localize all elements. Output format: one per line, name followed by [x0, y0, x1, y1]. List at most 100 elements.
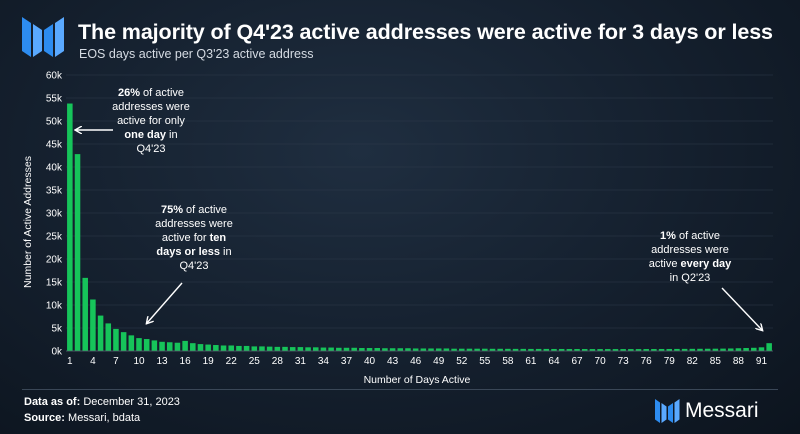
y-tick-label: 55k: [46, 94, 63, 105]
bar: [259, 346, 265, 351]
bar: [236, 345, 242, 351]
bar: [605, 349, 611, 351]
x-tick-label: 22: [226, 356, 238, 367]
y-tick-label: 40k: [46, 163, 63, 174]
bar: [681, 348, 688, 351]
x-tick-label: 31: [295, 356, 307, 367]
x-tick-label: 76: [641, 356, 653, 367]
y-tick-label: 30k: [46, 209, 63, 220]
bar: [397, 348, 404, 351]
bar: [758, 347, 765, 351]
annotation-one-day: 26% of active addresses were active for …: [112, 87, 190, 155]
x-tick-label: 19: [203, 356, 215, 367]
bar: [389, 348, 396, 351]
x-tick-label: 70: [595, 356, 607, 367]
bar: [97, 315, 104, 351]
x-tick-label: 10: [133, 356, 145, 367]
bar: [435, 348, 442, 351]
bar: [543, 348, 550, 351]
bar: [420, 348, 427, 351]
annotation-every-day: 1% of active addresses were active every…: [648, 230, 732, 284]
x-tick-label: 28: [272, 356, 284, 367]
x-tick-label: 13: [156, 356, 168, 367]
bar: [197, 344, 204, 351]
x-tick-label: 1: [67, 356, 73, 367]
y-tick-label: 20k: [46, 255, 63, 266]
y-tick-label: 50k: [46, 117, 63, 128]
bar: [520, 348, 527, 351]
bar: [120, 332, 127, 351]
bar: [505, 348, 511, 351]
x-tick-label: 58: [502, 356, 514, 367]
x-tick-label: 7: [113, 356, 119, 367]
bar: [689, 348, 696, 351]
bar: [174, 342, 181, 351]
bar: [612, 349, 619, 351]
x-tick-label: 67: [571, 356, 583, 367]
bar: [581, 349, 588, 351]
y-tick-label: 25k: [46, 232, 63, 243]
bar: [566, 349, 573, 351]
bar: [551, 348, 557, 351]
bar: [143, 339, 150, 351]
y-tick-label: 15k: [46, 278, 63, 289]
bar: [558, 348, 565, 351]
bar: [312, 347, 319, 351]
footer-data-as-of: Data as of: December 31, 2023: [24, 396, 180, 408]
bar: [151, 340, 158, 351]
bar: [359, 348, 365, 351]
bar: [305, 347, 311, 351]
x-tick-label: 85: [710, 356, 722, 367]
chart-title: The majority of Q4'23 active addresses w…: [78, 20, 773, 44]
bar: [320, 347, 327, 351]
bar: [343, 347, 350, 351]
x-tick-label: 82: [687, 356, 699, 367]
bar: [213, 345, 219, 351]
bar: [128, 335, 135, 351]
bar: [336, 347, 342, 351]
bar: [412, 348, 419, 351]
bar: [159, 341, 165, 351]
bar: [289, 347, 296, 351]
bar: [251, 346, 258, 351]
bar: [704, 348, 711, 351]
bar: [220, 345, 227, 351]
x-tick-label: 91: [756, 356, 768, 367]
y-tick-label: 10k: [46, 301, 63, 312]
bar: [74, 154, 81, 351]
bar: [482, 348, 488, 351]
x-tick-label: 37: [341, 356, 353, 367]
bar: [712, 348, 719, 351]
x-tick-label: 34: [318, 356, 330, 367]
x-tick-label: 43: [387, 356, 399, 367]
y-axis-label: Number of Active Addresses: [22, 156, 34, 288]
bar: [266, 346, 273, 351]
bar: [720, 348, 726, 351]
brand-name: Messari: [685, 399, 759, 422]
bar: [374, 348, 381, 351]
y-tick-label: 45k: [46, 140, 63, 151]
x-tick-label: 55: [479, 356, 491, 367]
footer-source: Source: Messari, bdata: [24, 412, 141, 424]
annotation-ten-days: 75% of active addresses were active for …: [155, 204, 233, 272]
bar: [574, 349, 580, 351]
bar: [90, 299, 96, 351]
bar: [458, 348, 465, 351]
bar: [205, 344, 211, 351]
bar: [666, 348, 673, 351]
y-tick-label: 60k: [46, 71, 63, 82]
bar: [297, 347, 304, 351]
bar: [466, 348, 473, 351]
bar: [727, 348, 734, 351]
bar: [443, 348, 450, 351]
bar: [489, 348, 496, 351]
footer-divider: [22, 389, 778, 390]
bar: [658, 348, 665, 351]
bar: [589, 349, 596, 351]
bar: [751, 347, 757, 351]
bar: [697, 348, 703, 351]
bar: [597, 349, 603, 351]
chart-subtitle: EOS days active per Q3'23 active address: [79, 47, 314, 61]
bar: [766, 343, 772, 351]
